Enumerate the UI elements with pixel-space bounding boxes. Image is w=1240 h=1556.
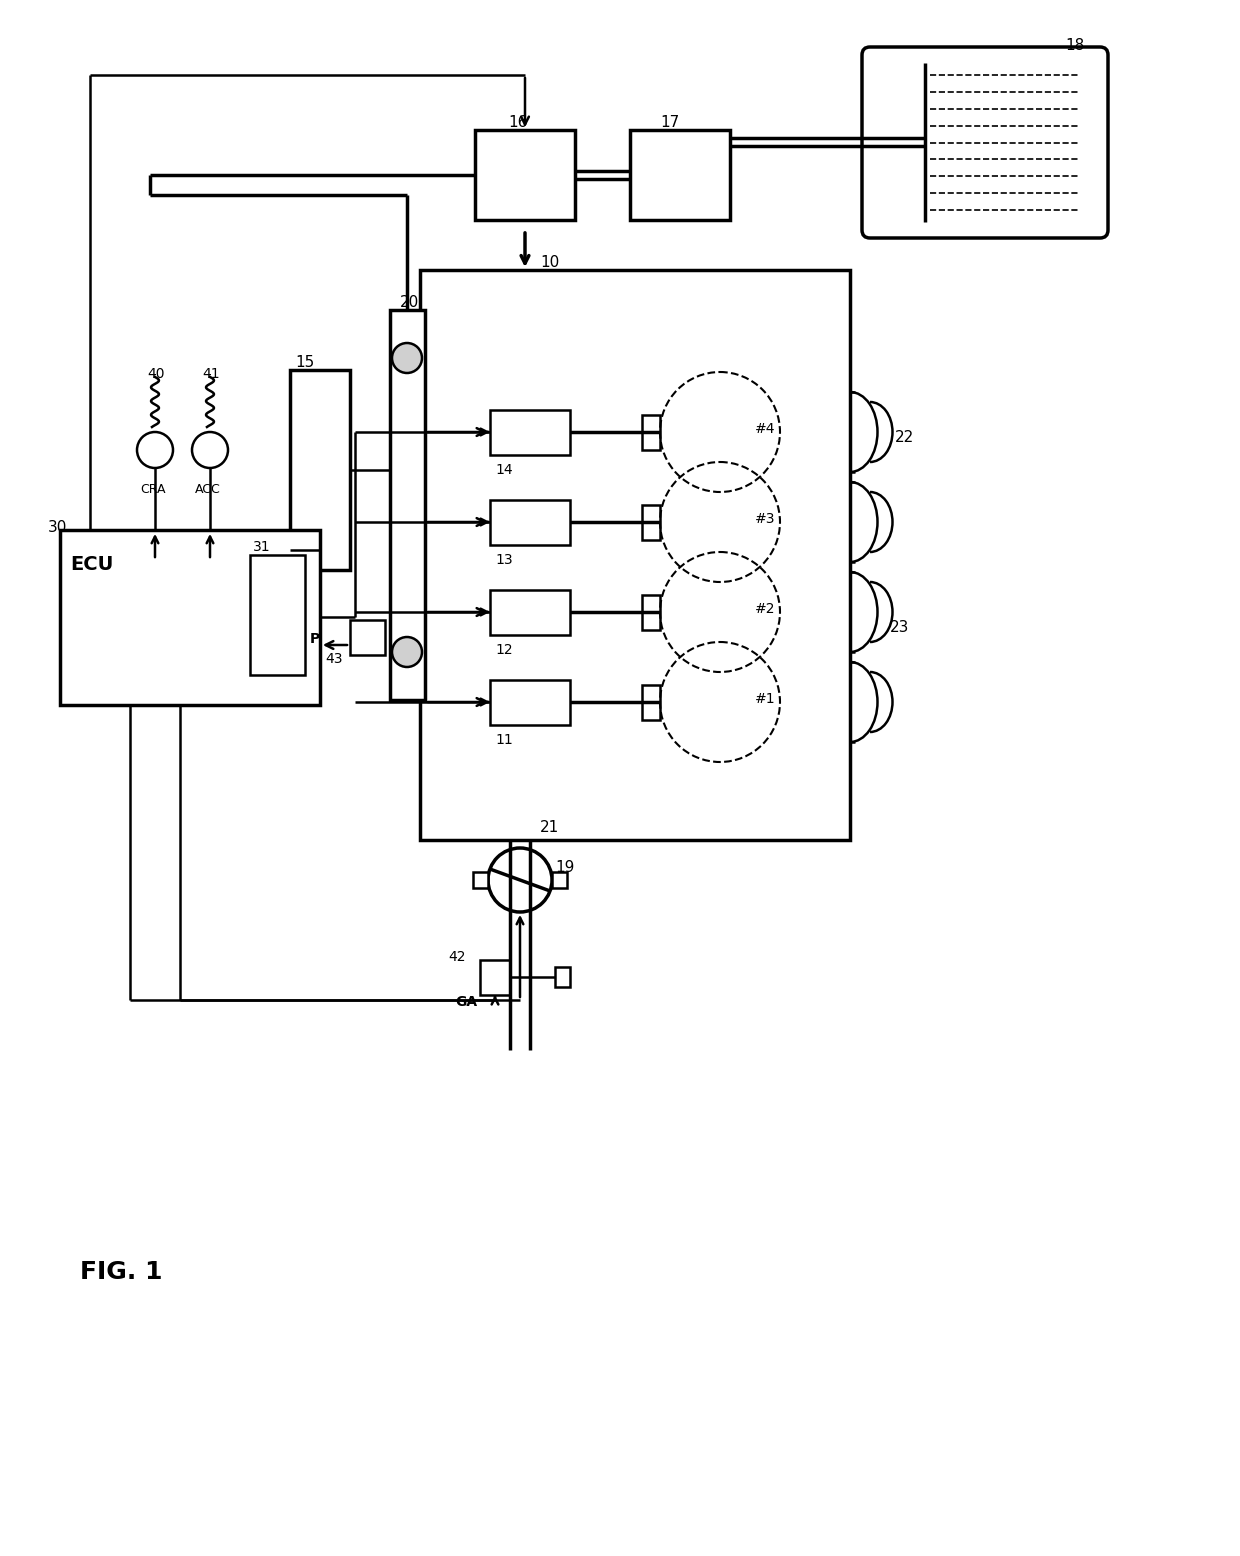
Bar — [642, 685, 660, 720]
Text: 13: 13 — [495, 552, 512, 566]
Bar — [552, 871, 567, 888]
Text: P: P — [310, 632, 320, 646]
Text: #3: #3 — [755, 512, 775, 526]
Text: 21: 21 — [539, 820, 559, 836]
Bar — [250, 555, 305, 675]
Text: 43: 43 — [325, 652, 342, 666]
Text: 30: 30 — [48, 520, 67, 535]
Bar — [472, 871, 489, 888]
Text: 10: 10 — [539, 255, 559, 271]
Bar — [490, 409, 570, 454]
Text: 16: 16 — [508, 115, 527, 131]
Bar — [642, 506, 660, 540]
Bar — [490, 680, 570, 725]
Text: ACC: ACC — [195, 482, 221, 496]
Bar — [630, 131, 730, 219]
Bar — [490, 499, 570, 545]
Text: 20: 20 — [401, 296, 419, 310]
Text: 42: 42 — [448, 951, 465, 965]
Text: 17: 17 — [660, 115, 680, 131]
Text: CRA: CRA — [140, 482, 165, 496]
Text: 31: 31 — [253, 540, 270, 554]
Bar — [475, 131, 575, 219]
Text: 22: 22 — [895, 429, 914, 445]
Text: FIG. 1: FIG. 1 — [81, 1260, 162, 1284]
Bar — [290, 370, 350, 569]
Text: 40: 40 — [148, 367, 165, 381]
Circle shape — [392, 636, 422, 668]
Bar — [350, 619, 384, 655]
Bar — [420, 271, 849, 840]
Bar — [490, 590, 570, 635]
Text: 41: 41 — [202, 367, 219, 381]
Text: 18: 18 — [1065, 37, 1084, 53]
Text: #4: #4 — [755, 422, 775, 436]
FancyBboxPatch shape — [862, 47, 1109, 238]
Text: #1: #1 — [755, 692, 776, 706]
Text: ECU: ECU — [69, 555, 113, 574]
Text: 23: 23 — [890, 619, 909, 635]
Text: 14: 14 — [495, 464, 512, 478]
Text: GA: GA — [455, 994, 477, 1008]
Bar — [642, 415, 660, 450]
Text: #2: #2 — [755, 602, 775, 616]
Text: 19: 19 — [556, 860, 574, 874]
Bar — [391, 310, 425, 700]
Bar — [642, 594, 660, 630]
Bar — [60, 531, 320, 705]
Bar — [556, 966, 570, 987]
Circle shape — [392, 342, 422, 373]
Bar — [480, 960, 510, 994]
Text: 11: 11 — [495, 733, 513, 747]
Text: 15: 15 — [295, 355, 314, 370]
Text: 12: 12 — [495, 643, 512, 657]
